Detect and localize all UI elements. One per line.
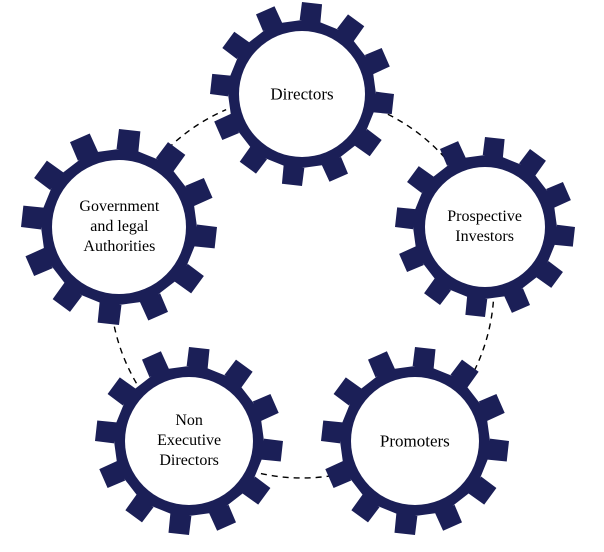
gear-icon <box>208 0 396 188</box>
gear-icon <box>393 135 577 319</box>
gear-icon <box>19 127 219 327</box>
gear-non-executive-directors: Non Executive Directors <box>93 345 285 537</box>
gear-prospective-investors: Prospective Investors <box>393 135 577 319</box>
gear-diagram: DirectorsProspective Investors PromotersN… <box>0 0 604 552</box>
gear-government-legal: Government and legal Authorities <box>19 127 219 327</box>
gear-icon <box>93 345 285 537</box>
gear-promoters: Promoters <box>319 345 511 537</box>
gear-directors: Directors <box>208 0 396 188</box>
gear-icon <box>319 345 511 537</box>
